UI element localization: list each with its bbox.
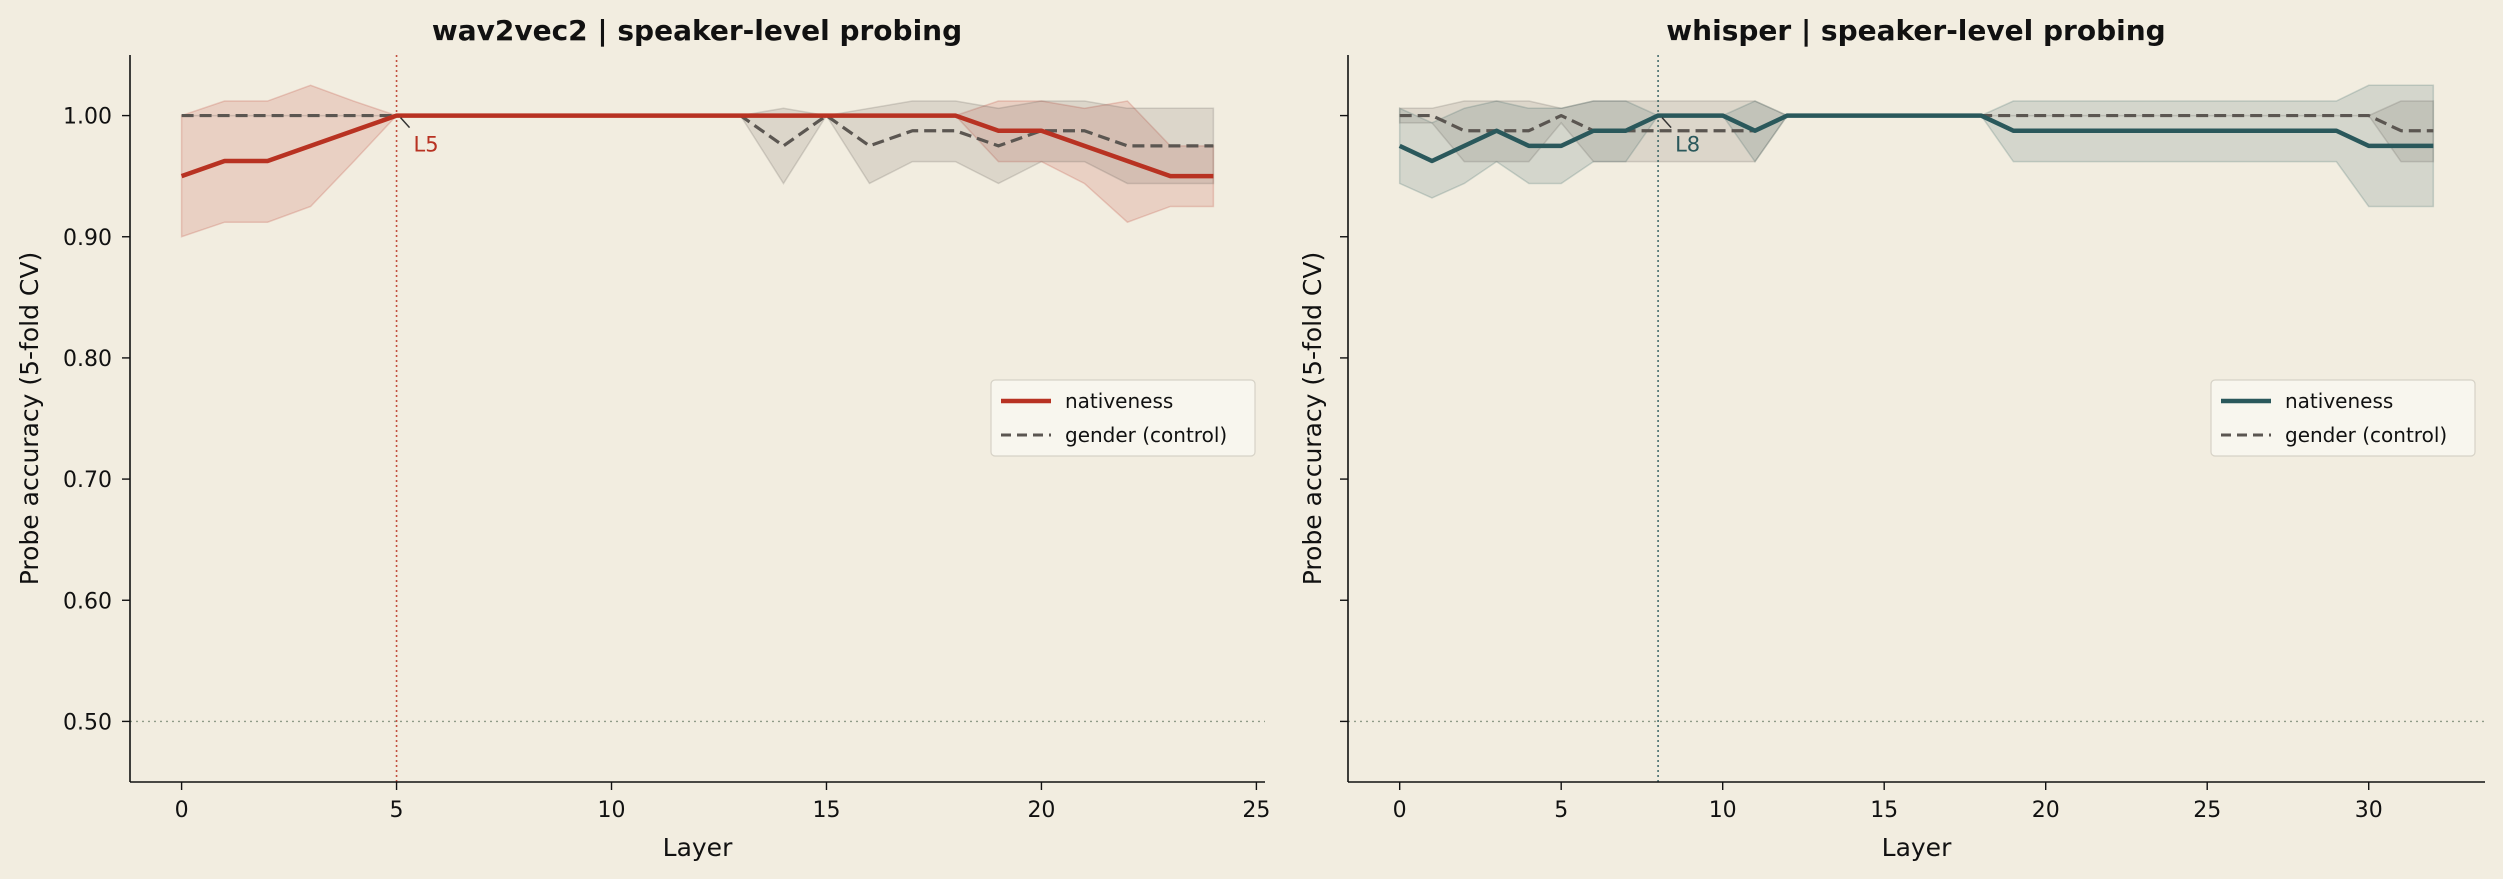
- x-tick-label: 0: [175, 798, 189, 823]
- x-tick-label: 25: [1242, 798, 1270, 823]
- legend-box: [2210, 379, 2476, 457]
- y-tick-label: 0.50: [63, 710, 112, 735]
- x-tick-label: 5: [1554, 798, 1568, 823]
- x-tick-label: 15: [1870, 798, 1898, 823]
- legend-box: [990, 379, 1256, 457]
- x-tick-label: 10: [1709, 798, 1737, 823]
- annotation-leader: [1661, 117, 1672, 129]
- legend-label-nativeness: nativeness: [2285, 389, 2393, 413]
- chart-title: wav2vec2 | speaker-level probing: [432, 14, 962, 47]
- annotation-leader: [399, 117, 411, 129]
- x-tick-label: 20: [2032, 798, 2060, 823]
- best-layer-label: L5: [414, 133, 439, 157]
- y-tick-label: 0.70: [63, 468, 112, 493]
- x-tick-label: 5: [390, 798, 404, 823]
- chart-panel-whisper: whisper | speaker-level probing L8 0 5 10 15 2…: [1298, 14, 2485, 862]
- series-line-nativeness: [1398, 113, 2434, 164]
- x-tick-label: 0: [1393, 798, 1407, 823]
- y-axis-label: Probe accuracy (5-fold CV): [15, 252, 44, 585]
- x-tick-label: 10: [598, 798, 626, 823]
- x-axis-label: Layer: [663, 833, 733, 862]
- y-tick-label: 0.90: [63, 226, 112, 251]
- x-tick-label: 25: [2193, 798, 2221, 823]
- y-tick-label: 0.80: [63, 347, 112, 372]
- chart-panel-wav2vec2: wav2vec2 | speaker-level probing L5 0 5 10 15…: [15, 14, 1270, 862]
- x-tick-label: 30: [2355, 798, 2383, 823]
- x-tick-label: 20: [1027, 798, 1055, 823]
- y-tick-label: 1.00: [63, 105, 112, 130]
- legend-label-nativeness: nativeness: [1065, 389, 1173, 413]
- chart-title: whisper | speaker-level probing: [1666, 14, 2165, 47]
- series-line-nativeness: [180, 113, 1214, 179]
- x-tick-label: 15: [812, 798, 840, 823]
- y-axis-label: Probe accuracy (5-fold CV): [1298, 252, 1327, 585]
- legend-label-gender: gender (control): [2285, 423, 2447, 447]
- legend-label-gender: gender (control): [1065, 423, 1227, 447]
- y-tick-label: 0.60: [63, 589, 112, 614]
- x-axis-label: Layer: [1882, 833, 1952, 862]
- best-layer-label: L8: [1675, 133, 1700, 157]
